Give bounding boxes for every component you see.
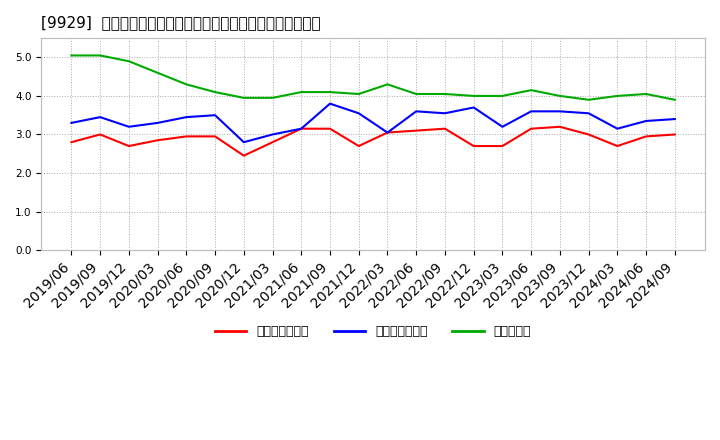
買入債務回転率: [613, 126, 621, 131]
在庫回転率: [642, 92, 650, 97]
売上債権回転率: [67, 139, 76, 145]
売上債権回転率: [527, 126, 536, 131]
買入債務回転率: [354, 110, 363, 116]
売上債権回転率: [556, 124, 564, 129]
在庫回転率: [96, 53, 104, 58]
買入債務回転率: [441, 110, 449, 116]
買入債務回転率: [297, 126, 305, 131]
売上債権回転率: [383, 130, 392, 135]
売上債権回転率: [441, 126, 449, 131]
売上債権回転率: [240, 153, 248, 158]
買入債務回転率: [642, 118, 650, 124]
売上債権回転率: [211, 134, 220, 139]
在庫回転率: [297, 89, 305, 95]
在庫回転率: [211, 89, 220, 95]
買入債務回転率: [182, 114, 191, 120]
買入債務回転率: [498, 124, 507, 129]
買入債務回転率: [240, 139, 248, 145]
買入債務回転率: [469, 105, 478, 110]
売上債権回転率: [182, 134, 191, 139]
Line: 売上債権回転率: 売上債権回転率: [71, 127, 675, 156]
買入債務回転率: [125, 124, 133, 129]
在庫回転率: [556, 93, 564, 99]
売上債権回転率: [613, 143, 621, 149]
売上債権回転率: [498, 143, 507, 149]
買入債務回転率: [670, 117, 679, 122]
買入債務回転率: [269, 132, 277, 137]
在庫回転率: [585, 97, 593, 103]
売上債権回転率: [96, 132, 104, 137]
Line: 在庫回転率: 在庫回転率: [71, 55, 675, 100]
Text: [9929]  売上債権回転率、買入債務回転率、在庫回転率の推移: [9929] 売上債権回転率、買入債務回転率、在庫回転率の推移: [41, 15, 321, 30]
在庫回転率: [412, 92, 420, 97]
売上債権回転率: [269, 139, 277, 145]
買入債務回転率: [153, 120, 162, 125]
買入債務回転率: [412, 109, 420, 114]
買入債務回転率: [585, 110, 593, 116]
在庫回転率: [125, 59, 133, 64]
売上債権回転率: [297, 126, 305, 131]
在庫回転率: [469, 93, 478, 99]
在庫回転率: [354, 92, 363, 97]
売上債権回転率: [469, 143, 478, 149]
売上債権回転率: [153, 138, 162, 143]
買入債務回転率: [67, 120, 76, 125]
買入債務回転率: [556, 109, 564, 114]
在庫回転率: [240, 95, 248, 100]
Legend: 売上債権回転率, 買入債務回転率, 在庫回転率: 売上債権回転率, 買入債務回転率, 在庫回転率: [210, 320, 536, 343]
買入債務回転率: [527, 109, 536, 114]
在庫回転率: [441, 92, 449, 97]
売上債権回転率: [642, 134, 650, 139]
在庫回転率: [325, 89, 334, 95]
売上債権回転率: [670, 132, 679, 137]
売上債権回転率: [325, 126, 334, 131]
在庫回転率: [498, 93, 507, 99]
Line: 買入債務回転率: 買入債務回転率: [71, 104, 675, 142]
買入債務回転率: [96, 114, 104, 120]
在庫回転率: [182, 82, 191, 87]
買入債務回転率: [383, 130, 392, 135]
売上債権回転率: [585, 132, 593, 137]
売上債権回転率: [125, 143, 133, 149]
買入債務回転率: [211, 113, 220, 118]
売上債権回転率: [412, 128, 420, 133]
在庫回転率: [153, 70, 162, 75]
売上債権回転率: [354, 143, 363, 149]
在庫回転率: [613, 93, 621, 99]
買入債務回転率: [325, 101, 334, 106]
在庫回転率: [67, 53, 76, 58]
在庫回転率: [670, 97, 679, 103]
在庫回転率: [383, 82, 392, 87]
在庫回転率: [269, 95, 277, 100]
在庫回転率: [527, 88, 536, 93]
